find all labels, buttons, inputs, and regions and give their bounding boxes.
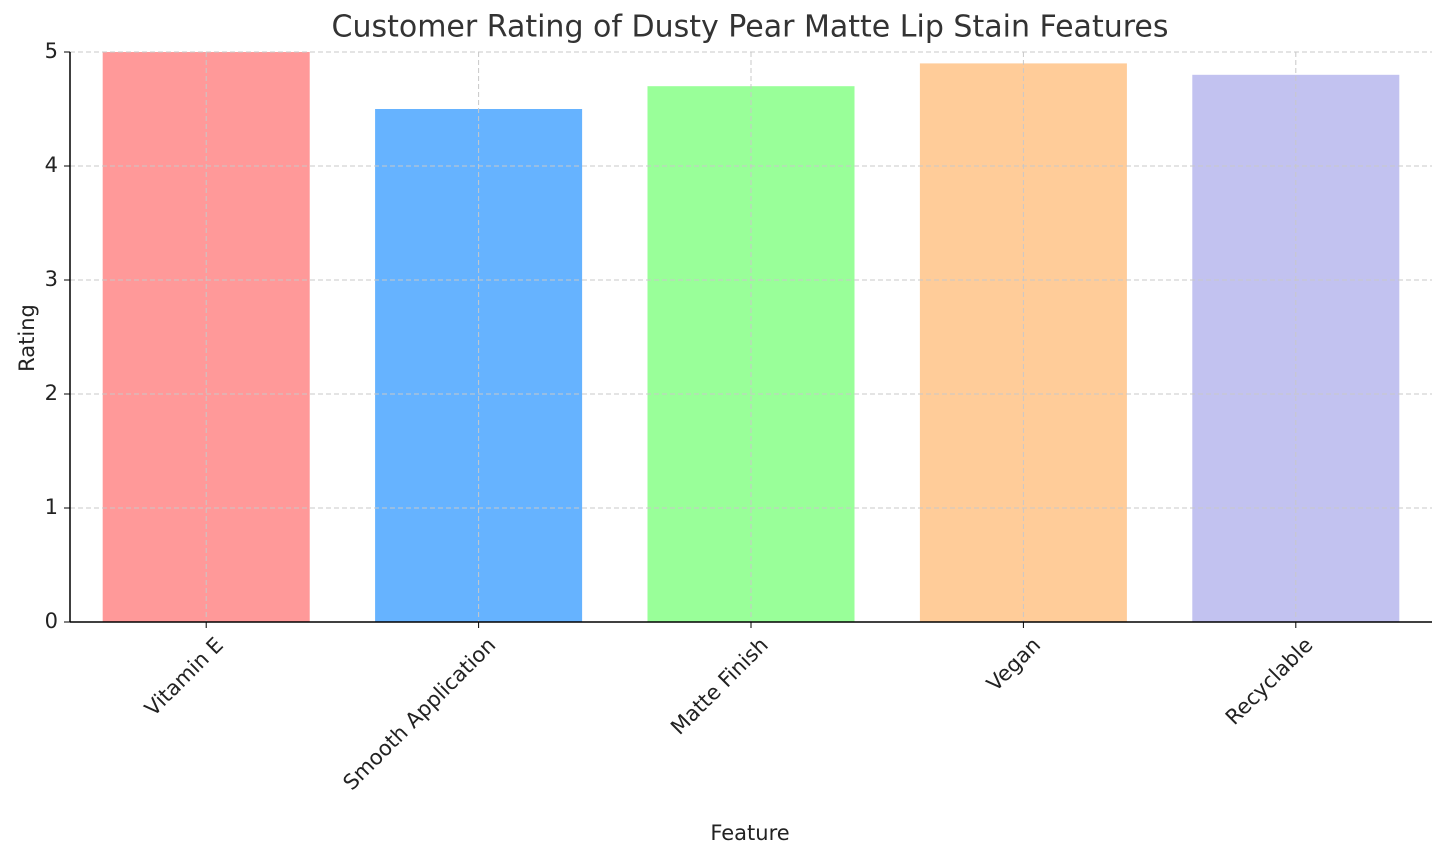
chart-title: Customer Rating of Dusty Pear Matte Lip … xyxy=(332,10,1169,45)
x-tick-label: Smooth Application xyxy=(338,633,500,795)
y-tick-label: 0 xyxy=(45,609,58,633)
x-tick-label: Vegan xyxy=(982,633,1045,696)
y-tick-label: 1 xyxy=(45,495,58,519)
x-axis-label: Feature xyxy=(710,821,789,845)
y-tick-label: 4 xyxy=(45,153,58,177)
y-tick-label: 2 xyxy=(45,381,58,405)
y-tick-label: 3 xyxy=(45,267,58,291)
y-axis-label: Rating xyxy=(15,304,39,372)
x-tick-label: Matte Finish xyxy=(666,633,773,740)
y-tick-label: 5 xyxy=(45,39,58,63)
x-tick-label: Vitamin E xyxy=(140,633,228,721)
x-tick-label: Recyclable xyxy=(1221,633,1318,730)
